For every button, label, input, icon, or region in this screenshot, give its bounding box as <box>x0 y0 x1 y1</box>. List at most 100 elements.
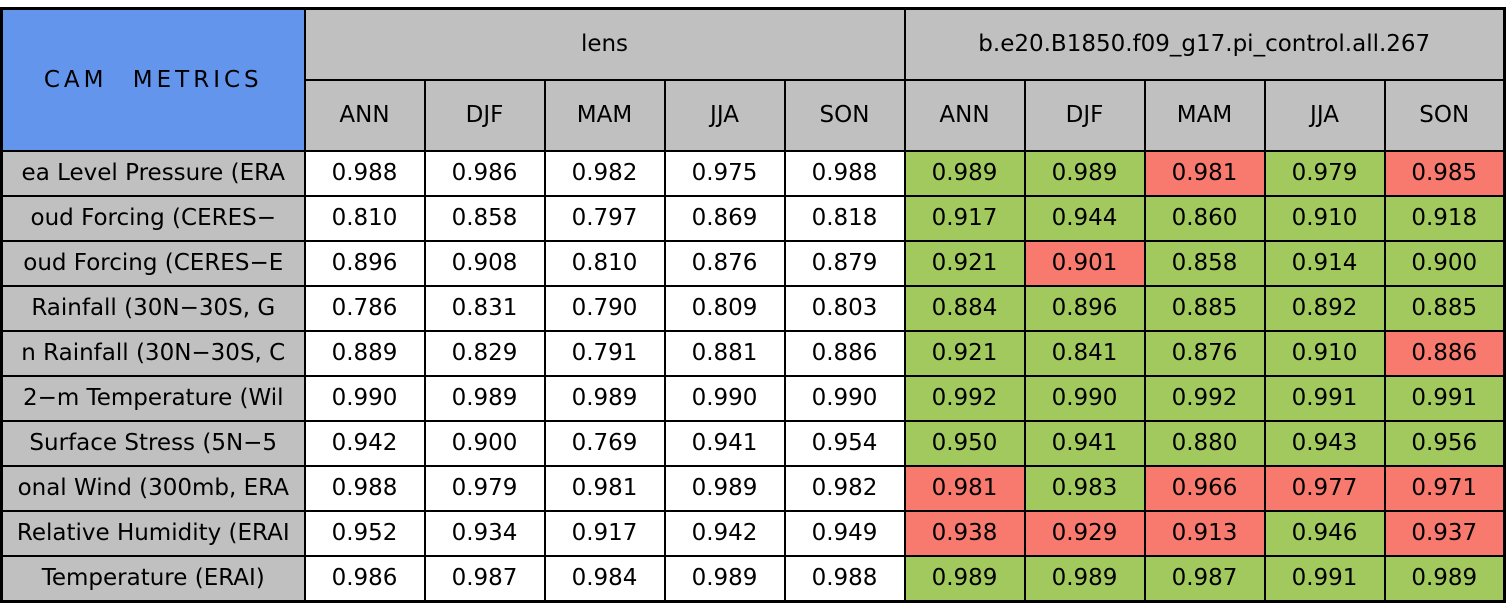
control-value-cell: 0.880 <box>1143 420 1266 467</box>
lens-value-cell: 0.803 <box>783 285 906 332</box>
table-row: ea Level Pressure (ERA 0.988 0.986 0.982 0.9… <box>0 150 1506 197</box>
lens-value-cell: 0.979 <box>423 465 546 512</box>
control-value-cell: 0.991 <box>1263 375 1386 422</box>
lens-value-cell: 0.989 <box>663 465 786 512</box>
metric-label: 2−m Temperature (Wil <box>0 375 306 422</box>
lens-value-cell: 0.881 <box>663 330 786 377</box>
lens-value-cell: 0.942 <box>663 510 786 557</box>
season-header-lens-jja: JJA <box>663 79 786 152</box>
metric-label: Rainfall (30N−30S, G <box>0 285 306 332</box>
control-value-cell: 0.991 <box>1263 555 1386 602</box>
lens-value-cell: 0.786 <box>303 285 426 332</box>
metric-label: oud Forcing (CERES− <box>0 195 306 242</box>
control-value-cell: 0.989 <box>1023 150 1146 197</box>
metric-label: n Rainfall (30N−30S, C <box>0 330 306 377</box>
season-header-lens-djf: DJF <box>423 79 546 152</box>
control-value-cell: 0.841 <box>1023 330 1146 377</box>
season-header-row: ANN DJF MAM JJA SON ANN DJF MAM JJA SON <box>2 79 1506 152</box>
lens-value-cell: 0.984 <box>543 555 666 602</box>
metric-label: Relative Humidity (ERAI <box>0 510 306 557</box>
control-value-cell: 0.921 <box>903 330 1026 377</box>
lens-value-cell: 0.876 <box>663 240 786 287</box>
control-value-cell: 0.985 <box>1383 150 1506 197</box>
lens-value-cell: 0.989 <box>663 555 786 602</box>
control-value-cell: 0.937 <box>1383 510 1506 557</box>
column-group-lens: lens <box>303 7 906 81</box>
table-row: oud Forcing (CERES− 0.810 0.858 0.797 0.869 0… <box>0 195 1506 242</box>
lens-value-cell: 0.810 <box>303 195 426 242</box>
season-header-control-djf: DJF <box>1023 79 1146 152</box>
control-value-cell: 0.989 <box>1023 555 1146 602</box>
lens-value-cell: 0.986 <box>303 555 426 602</box>
control-value-cell: 0.981 <box>1143 150 1266 197</box>
control-value-cell: 0.858 <box>1143 240 1266 287</box>
lens-value-cell: 0.879 <box>783 240 906 287</box>
control-value-cell: 0.884 <box>903 285 1026 332</box>
lens-value-cell: 0.791 <box>543 330 666 377</box>
lens-value-cell: 0.990 <box>783 375 906 422</box>
control-value-cell: 0.917 <box>903 195 1026 242</box>
control-value-cell: 0.938 <box>903 510 1026 557</box>
lens-value-cell: 0.990 <box>663 375 786 422</box>
metric-label: ea Level Pressure (ERA <box>0 150 306 197</box>
table-row: n Rainfall (30N−30S, C 0.889 0.829 0.791 0.8… <box>0 330 1506 377</box>
metric-label: Surface Stress (5N−5 <box>0 420 306 467</box>
control-value-cell: 0.885 <box>1383 285 1506 332</box>
lens-value-cell: 0.797 <box>543 195 666 242</box>
lens-value-cell: 0.917 <box>543 510 666 557</box>
season-header-lens-ann: ANN <box>303 79 426 152</box>
season-header-control-ann: ANN <box>903 79 1026 152</box>
control-value-cell: 0.950 <box>903 420 1026 467</box>
lens-value-cell: 0.934 <box>423 510 546 557</box>
table-row: 2−m Temperature (Wil 0.990 0.989 0.989 0.990… <box>0 375 1506 422</box>
lens-value-cell: 0.982 <box>783 465 906 512</box>
lens-value-cell: 0.988 <box>303 465 426 512</box>
lens-value-cell: 0.790 <box>543 285 666 332</box>
control-value-cell: 0.971 <box>1383 465 1506 512</box>
lens-value-cell: 0.990 <box>303 375 426 422</box>
lens-value-cell: 0.889 <box>303 330 426 377</box>
control-value-cell: 0.921 <box>903 240 1026 287</box>
control-value-cell: 0.989 <box>1383 555 1506 602</box>
metrics-tbody: CAM METRICS lens b.e20.B1850.f09_g17.pi_… <box>0 7 1506 602</box>
lens-value-cell: 0.975 <box>663 150 786 197</box>
control-value-cell: 0.981 <box>903 465 1026 512</box>
lens-value-cell: 0.818 <box>783 195 906 242</box>
lens-value-cell: 0.869 <box>663 195 786 242</box>
lens-value-cell: 0.900 <box>423 420 546 467</box>
column-group-control-run: b.e20.B1850.f09_g17.pi_control.all.267 <box>903 7 1506 81</box>
table-row: Rainfall (30N−30S, G 0.786 0.831 0.790 0.809… <box>0 285 1506 332</box>
lens-value-cell: 0.858 <box>423 195 546 242</box>
control-value-cell: 0.946 <box>1263 510 1386 557</box>
table-row: Surface Stress (5N−5 0.942 0.900 0.769 0.941… <box>0 420 1506 467</box>
lens-value-cell: 0.989 <box>543 375 666 422</box>
control-value-cell: 0.918 <box>1383 195 1506 242</box>
metric-label: oud Forcing (CERES−E <box>0 240 306 287</box>
control-value-cell: 0.977 <box>1263 465 1386 512</box>
season-header-lens-mam: MAM <box>543 79 666 152</box>
control-value-cell: 0.943 <box>1263 420 1386 467</box>
control-value-cell: 0.941 <box>1023 420 1146 467</box>
lens-value-cell: 0.809 <box>663 285 786 332</box>
control-value-cell: 0.886 <box>1383 330 1506 377</box>
control-value-cell: 0.956 <box>1383 420 1506 467</box>
table-row: oud Forcing (CERES−E 0.896 0.908 0.810 0.876… <box>0 240 1506 287</box>
control-value-cell: 0.929 <box>1023 510 1146 557</box>
control-value-cell: 0.910 <box>1263 330 1386 377</box>
lens-value-cell: 0.952 <box>303 510 426 557</box>
season-header-lens-son: SON <box>783 79 906 152</box>
lens-value-cell: 0.982 <box>543 150 666 197</box>
control-value-cell: 0.990 <box>1023 375 1146 422</box>
season-header-control-son: SON <box>1383 79 1506 152</box>
lens-value-cell: 0.886 <box>783 330 906 377</box>
control-value-cell: 0.885 <box>1143 285 1266 332</box>
control-value-cell: 0.989 <box>903 555 1026 602</box>
control-value-cell: 0.983 <box>1023 465 1146 512</box>
group-header-row: CAM METRICS lens b.e20.B1850.f09_g17.pi_… <box>0 7 1506 152</box>
control-value-cell: 0.901 <box>1023 240 1146 287</box>
control-value-cell: 0.989 <box>903 150 1026 197</box>
lens-value-cell: 0.829 <box>423 330 546 377</box>
lens-value-cell: 0.988 <box>783 555 906 602</box>
control-value-cell: 0.991 <box>1383 375 1506 422</box>
control-value-cell: 0.910 <box>1263 195 1386 242</box>
